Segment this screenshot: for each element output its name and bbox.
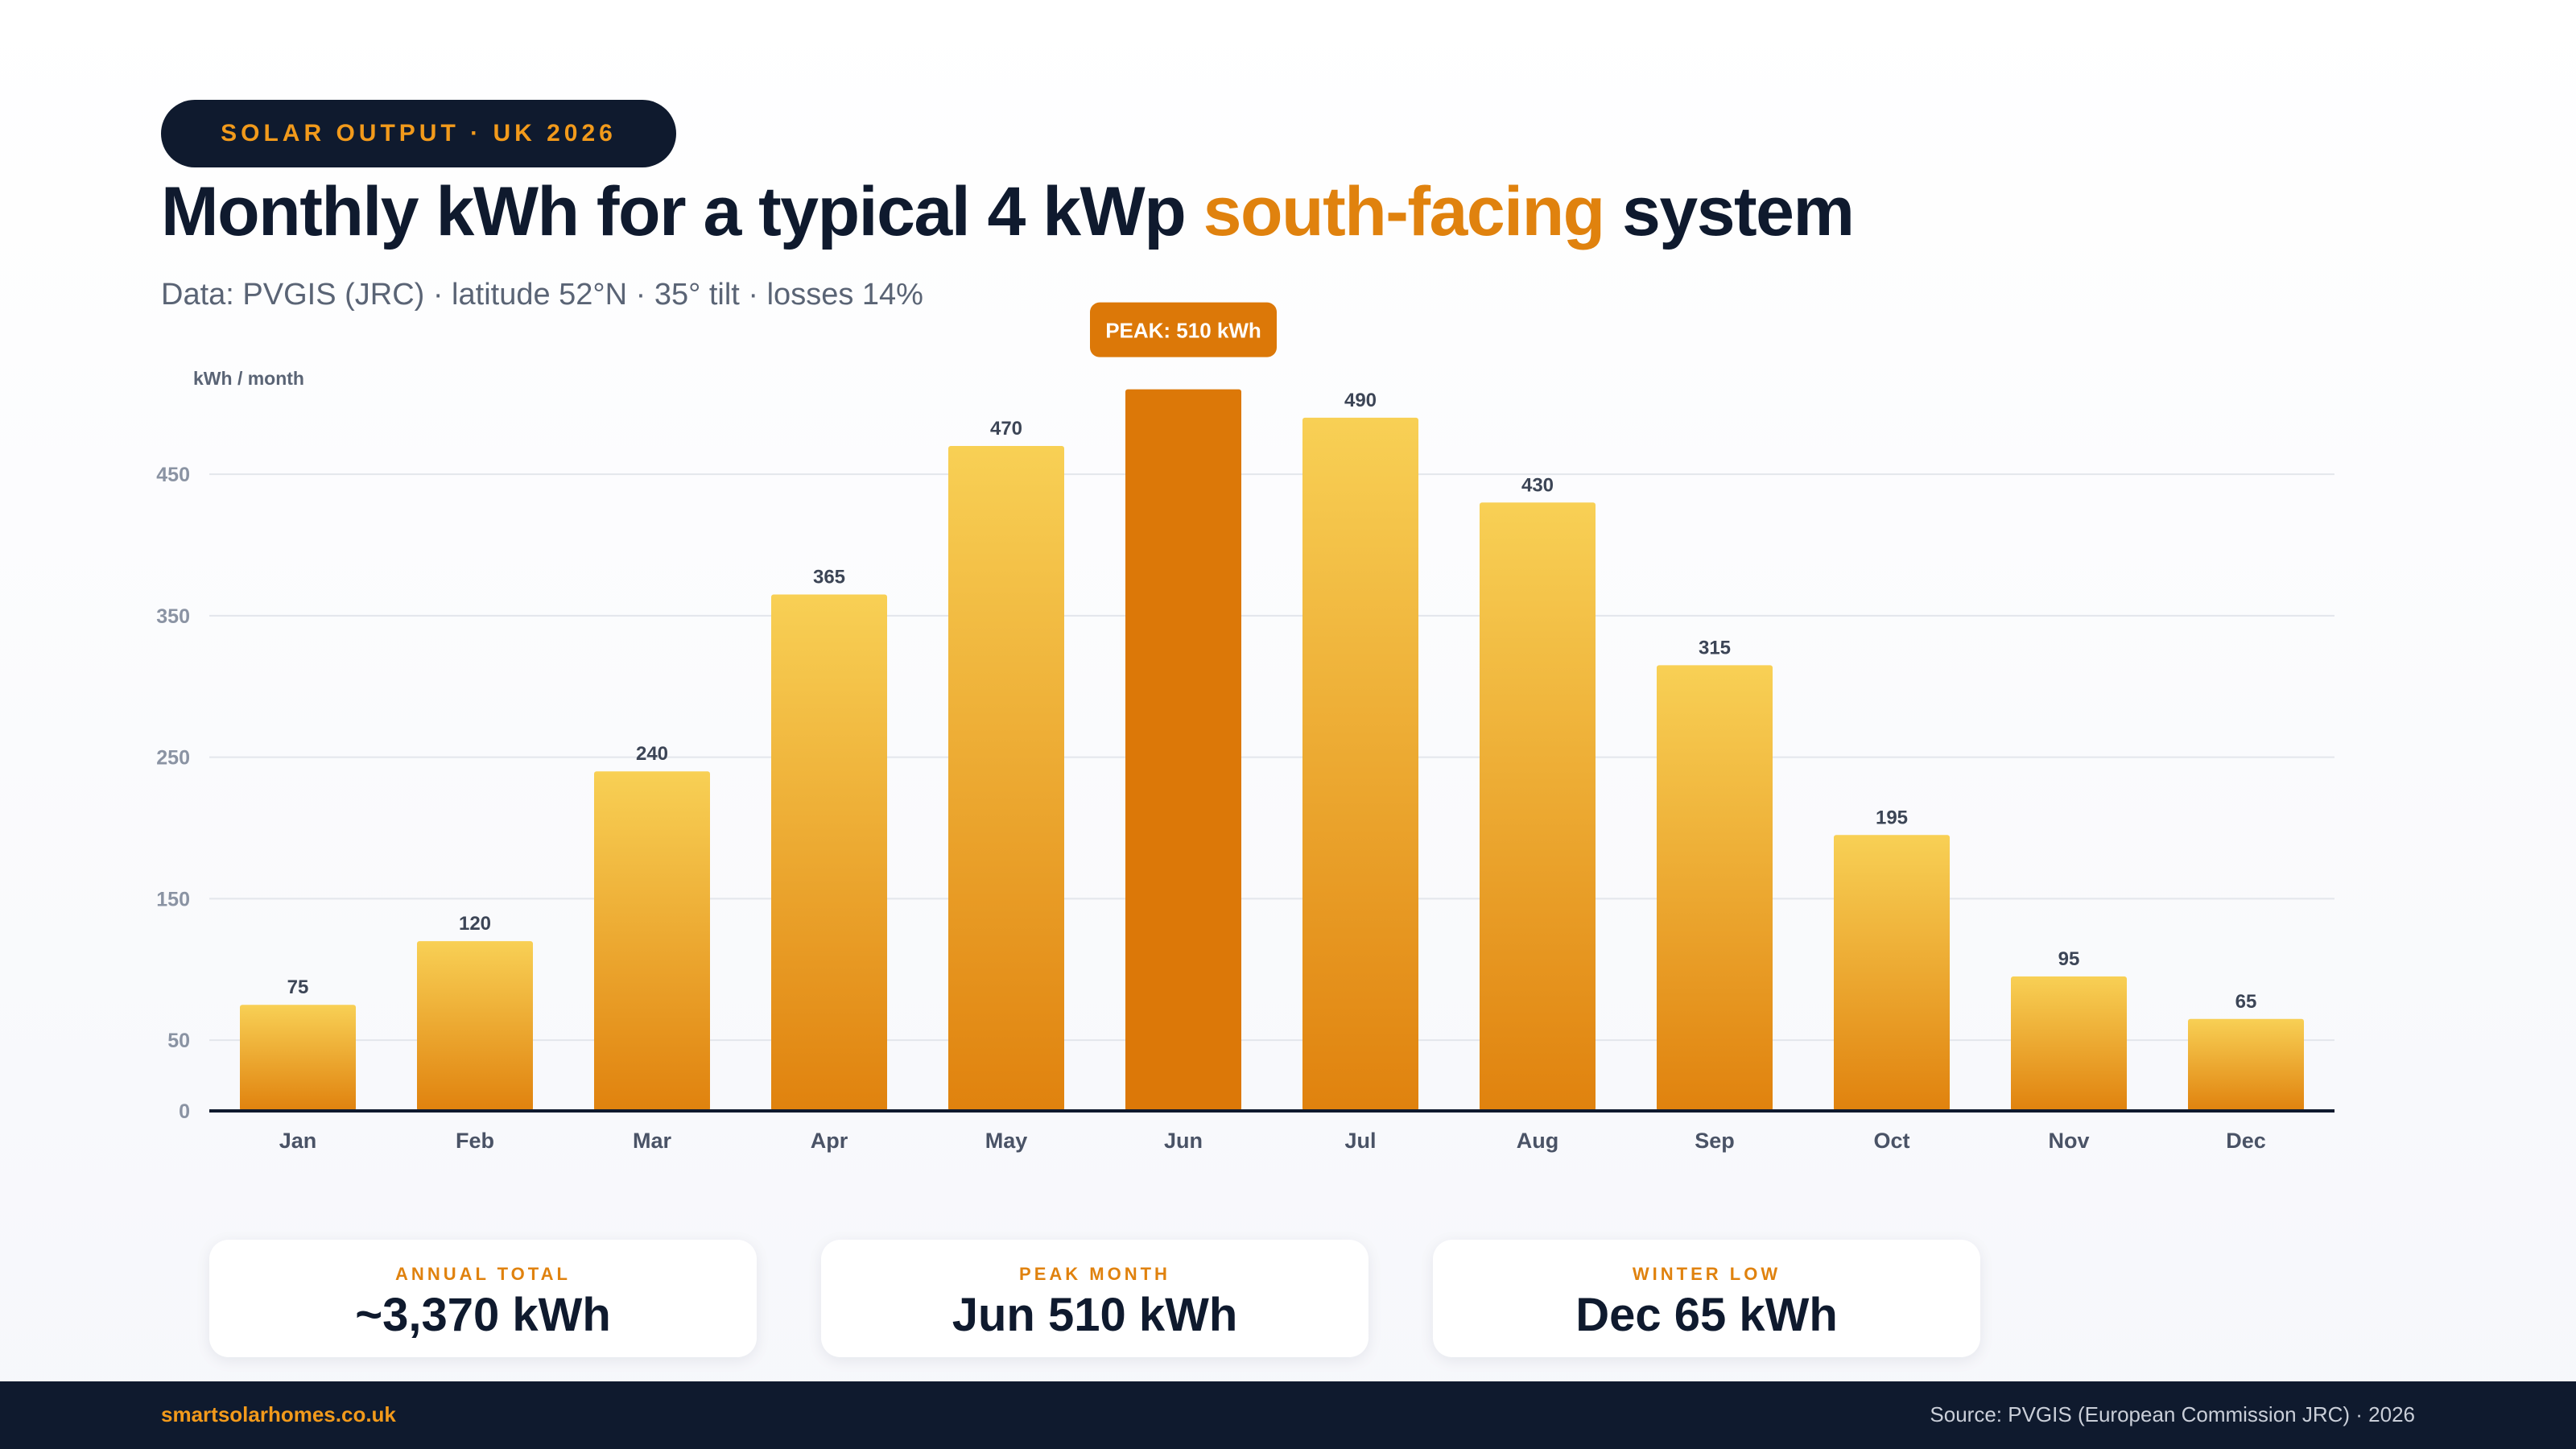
stat-label: PEAK MONTH: [1019, 1264, 1170, 1284]
y-tick-label: 0: [179, 1100, 190, 1123]
page-title: Monthly kWh for a typical 4 kWp south-fa…: [161, 172, 1855, 252]
x-tick-label: Aug: [1517, 1129, 1558, 1153]
stat-card-annual-total: ANNUAL TOTAL ~3,370 kWh: [209, 1240, 757, 1357]
bar-nov: [2011, 976, 2127, 1111]
data-label: 470: [990, 418, 1022, 440]
x-tick-label: Nov: [2048, 1129, 2089, 1153]
footer-source: Source: PVGIS (European Commission JRC) …: [1930, 1402, 2415, 1426]
bar-sep: [1657, 665, 1773, 1111]
bar-aug: [1480, 502, 1596, 1111]
x-tick-label: Jan: [279, 1129, 317, 1153]
peak-callout-bg: [1090, 302, 1277, 357]
x-tick-label: Apr: [811, 1129, 848, 1153]
stat-card-winter-low: WINTER LOW Dec 65 kWh: [1433, 1240, 1980, 1357]
footer: smartsolarhomes.co.uk Source: PVGIS (Eur…: [0, 1381, 2576, 1449]
y-tick-label: 150: [156, 888, 190, 910]
title-accent: south-facing: [1203, 173, 1605, 250]
bar-mar: [594, 771, 710, 1111]
data-label: 120: [459, 913, 491, 935]
x-tick-label: Sep: [1695, 1129, 1735, 1153]
x-tick-label: Jun: [1164, 1129, 1203, 1153]
stat-value: Jun 510 kWh: [952, 1289, 1238, 1341]
subtitle: Data: PVGIS (JRC) · latitude 52°N · 35° …: [161, 278, 923, 312]
bar-jul: [1302, 417, 1418, 1111]
peak-callout-label: PEAK: 510 kWh: [1105, 319, 1261, 343]
bar-jun: [1125, 389, 1241, 1111]
stat-value: Dec 65 kWh: [1575, 1289, 1838, 1341]
data-label: 490: [1344, 390, 1377, 411]
y-tick-label: 350: [156, 605, 190, 628]
bar-chart: kWh / month 0 50 150 250 350 450 75 Jan 120 Feb 240…: [156, 302, 2334, 1153]
y-tick-label: 250: [156, 747, 190, 770]
x-tick-label: May: [985, 1129, 1028, 1153]
stat-label: ANNUAL TOTAL: [395, 1264, 571, 1284]
data-label: 195: [1876, 807, 1908, 828]
title-text-end: system: [1604, 173, 1855, 250]
data-label: 240: [636, 743, 668, 765]
stat-value: ~3,370 kWh: [355, 1289, 611, 1341]
bar-feb: [417, 941, 533, 1111]
stat-card-peak-month: PEAK MONTH Jun 510 kWh: [821, 1240, 1368, 1357]
data-label: 95: [2058, 948, 2080, 970]
x-tick-label: Oct: [1873, 1129, 1909, 1153]
data-label: 365: [813, 567, 845, 588]
stat-label: WINTER LOW: [1632, 1264, 1781, 1284]
title-text: Monthly kWh for a typical 4 kWp: [161, 173, 1203, 250]
data-label: 430: [1521, 474, 1554, 496]
data-label: 75: [287, 976, 309, 998]
x-tick-label: Jul: [1344, 1129, 1376, 1153]
bar-oct: [1834, 835, 1950, 1111]
x-tick-label: Mar: [633, 1129, 672, 1153]
y-tick-label: 50: [167, 1030, 190, 1052]
bar-apr: [771, 594, 887, 1111]
bar-jan: [240, 1005, 356, 1111]
data-label: 65: [2235, 991, 2257, 1013]
x-tick-label: Dec: [2226, 1129, 2266, 1153]
y-tick-label: 450: [156, 464, 190, 486]
footer-site-link[interactable]: smartsolarhomes.co.uk: [161, 1402, 396, 1426]
y-axis-title: kWh / month: [193, 368, 304, 389]
chart-area: kWh / month 0 50 150 250 350 450 75 Jan 120 Feb 240…: [156, 302, 2334, 1153]
kicker-badge: SOLAR OUTPUT · UK 2026: [161, 100, 676, 167]
data-label: 315: [1699, 637, 1731, 658]
bar-may: [948, 445, 1064, 1111]
bar-dec: [2188, 1018, 2304, 1111]
x-tick-label: Feb: [456, 1129, 494, 1153]
